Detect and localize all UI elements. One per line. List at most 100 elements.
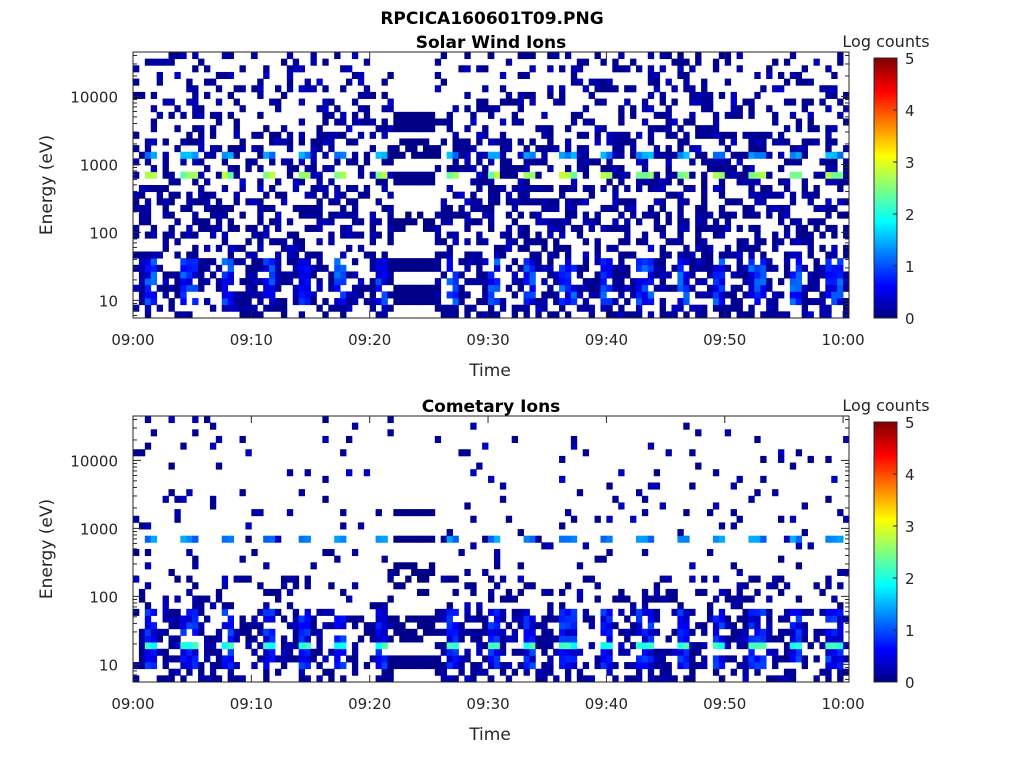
heatmap-cell [434,238,442,246]
heatmap-cell [351,271,359,279]
heatmap-cell [269,304,276,312]
heatmap-cell [251,304,258,312]
heatmap-cell [748,204,755,212]
heatmap-cell [695,224,702,232]
heatmap-cell [624,138,631,146]
colorbar-segment [874,632,897,636]
heatmap-cell [701,198,708,206]
heatmap-cell [470,198,477,206]
heatmap-cell [369,628,377,636]
heatmap-cell [204,65,211,73]
heatmap-cell [754,655,761,663]
heatmap-cell [677,608,684,616]
heatmap-cell [464,648,471,656]
heatmap-cell [482,284,489,292]
heatmap-cell [754,264,761,272]
heatmap-cell [168,58,175,66]
heatmap-cell [511,118,519,126]
heatmap-cell [706,244,714,252]
heatmap-cell [748,575,755,583]
colorbar-segment [874,232,897,236]
heatmap-cell [399,284,406,292]
heatmap-cell [174,178,181,186]
heatmap-cell [328,165,335,173]
heatmap-cell [635,185,643,193]
heatmap-cell [493,138,501,146]
heatmap-cell [405,509,412,517]
heatmap-cell [275,608,282,616]
heatmap-cell [724,52,732,60]
heatmap-cell [760,271,767,279]
heatmap-cell [275,258,282,266]
heatmap-cell [665,171,672,179]
heatmap-cell [322,165,329,173]
heatmap-cell [807,78,814,86]
heatmap-cell [795,291,803,299]
heatmap-cell [464,675,471,683]
heatmap-cell [310,151,317,159]
colorbar-segment [874,123,897,127]
heatmap-cell [600,271,607,279]
heatmap-cell [351,549,359,557]
heatmap-cell [712,231,720,239]
heatmap-cell [570,151,578,159]
colorbar-segment [874,89,897,93]
heatmap-cell [440,311,448,319]
heatmap-cell [257,655,264,663]
colorbar-segment [874,136,897,140]
heatmap-cell [576,224,584,232]
heatmap-cell [174,218,181,226]
heatmap-cell [606,549,613,557]
heatmap-cell [624,615,631,623]
heatmap-cell [304,642,311,650]
heatmap-cell [766,635,773,643]
heatmap-cell [150,535,158,543]
heatmap-cell [718,52,726,60]
heatmap-cell [564,211,572,219]
heatmap-cell [701,278,708,286]
heatmap-cell [511,218,519,226]
heatmap-cell [168,622,175,630]
colorbar-segment [874,466,897,470]
heatmap-cell [233,85,240,93]
heatmap-cell [553,675,560,683]
heatmap-cell [683,655,690,663]
heatmap-cell [547,251,554,259]
heatmap-cell [647,675,655,683]
colorbar-segment [874,645,897,649]
heatmap-cell [606,668,613,676]
heatmap-cell [695,131,702,139]
heatmap-cell [286,165,294,173]
heatmap-cell [269,204,276,212]
colorbar-segment [874,461,897,465]
heatmap-cell [369,251,377,259]
colorbar-segment [874,143,897,147]
heatmap-cell [381,628,388,636]
heatmap-cell [600,224,607,232]
heatmap-cell [683,642,690,650]
heatmap-cell [689,642,696,650]
heatmap-cell [837,258,844,266]
heatmap-cell [340,171,347,179]
heatmap-cell [772,204,779,212]
heatmap-cell [180,258,187,266]
heatmap-cell [280,244,288,252]
heatmap-cell [635,662,643,670]
heatmap-cell [795,271,803,279]
heatmap-cell [813,138,820,146]
heatmap-cell [328,211,335,219]
heatmap-cell [653,271,661,279]
heatmap-cell [269,171,276,179]
heatmap-cell [742,655,749,663]
heatmap-cell [452,138,459,146]
heatmap-cell [730,271,737,279]
heatmap-cell [275,85,282,93]
heatmap-cell [322,151,329,159]
heatmap-cell [547,52,554,60]
heatmap-cell [192,655,199,663]
heatmap-cell [624,271,631,279]
heatmap-cell [322,416,329,424]
heatmap-cell [381,125,388,133]
heatmap-cell [346,595,353,603]
heatmap-cell [712,615,720,623]
